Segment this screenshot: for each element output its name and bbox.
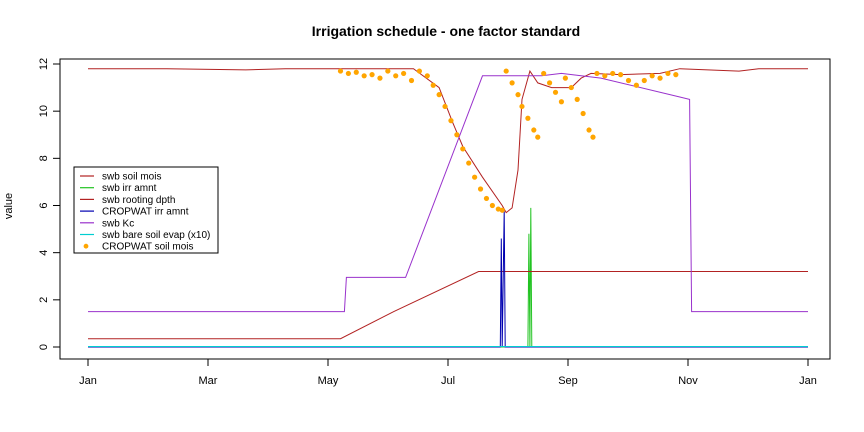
y-tick-label: 12	[38, 58, 50, 70]
data-point	[509, 80, 515, 86]
data-point	[503, 68, 509, 74]
data-point	[574, 96, 580, 102]
data-point	[515, 92, 521, 98]
data-point	[562, 75, 568, 81]
data-point	[401, 70, 407, 77]
y-tick-label: 10	[38, 105, 50, 117]
legend-item: swb soil mois	[80, 172, 161, 183]
legend-marker	[83, 243, 89, 249]
legend-item: swb Kc	[80, 218, 134, 229]
data-point	[649, 73, 655, 79]
series-6-points	[337, 68, 679, 213]
data-point	[673, 72, 679, 78]
x-tick-label: Jul	[441, 375, 455, 387]
chart-title: Irrigation schedule - one factor standar…	[312, 23, 580, 39]
x-tick-label: Nov	[678, 375, 698, 387]
data-point	[625, 77, 632, 84]
y-tick-label: 0	[38, 344, 50, 350]
legend-item: swb rooting dpth	[80, 195, 175, 206]
x-tick-label: May	[318, 375, 339, 387]
data-point	[531, 127, 537, 133]
series-0-line	[88, 68, 808, 214]
legend-item: CROPWAT irr amnt	[80, 207, 189, 218]
y-axis-label: value	[3, 193, 15, 219]
data-point	[495, 206, 501, 212]
x-tick-label: Mar	[199, 375, 218, 387]
data-point	[430, 82, 436, 88]
data-point	[393, 73, 399, 79]
x-tick-label: Jan	[799, 375, 817, 387]
data-point	[489, 202, 495, 209]
legend-label: CROPWAT irr amnt	[102, 207, 189, 218]
data-point	[541, 70, 547, 77]
data-point	[483, 195, 490, 202]
data-point	[408, 77, 415, 84]
data-point	[377, 75, 383, 81]
data-point	[472, 174, 478, 180]
y-axis: 0 2 4 6 8 10 12	[38, 58, 61, 350]
y-tick-label: 6	[38, 202, 50, 208]
data-point	[499, 207, 505, 213]
data-point	[466, 160, 472, 166]
data-point	[580, 110, 586, 117]
data-point	[416, 68, 422, 74]
legend-item: swb irr amnt	[80, 183, 157, 194]
data-point	[633, 82, 639, 88]
legend-item: CROPWAT soil mois	[83, 242, 194, 253]
data-point	[657, 75, 663, 81]
data-point	[602, 73, 608, 79]
legend-item: swb bare soil evap (x10)	[80, 230, 210, 241]
x-axis: Jan Mar May Jul Sep Nov Jan	[79, 358, 817, 387]
data-point	[586, 127, 592, 133]
legend-label: CROPWAT soil mois	[102, 242, 194, 253]
data-point	[519, 103, 525, 110]
data-point	[337, 68, 344, 74]
data-point	[610, 70, 616, 77]
data-point	[345, 70, 351, 77]
y-tick-label: 4	[38, 250, 50, 256]
x-tick-label: Sep	[558, 375, 578, 387]
data-point	[535, 134, 541, 140]
data-point	[436, 92, 442, 98]
data-point	[385, 68, 391, 74]
data-point	[369, 72, 375, 78]
data-point	[424, 73, 430, 79]
data-point	[442, 103, 448, 110]
legend-box	[73, 166, 219, 254]
data-point	[594, 70, 600, 77]
y-tick-label: 8	[38, 155, 50, 161]
legend-label: swb bare soil evap (x10)	[102, 230, 210, 241]
x-tick-label: Jan	[79, 375, 97, 387]
data-point	[558, 99, 565, 105]
legend-label: swb soil mois	[102, 172, 161, 183]
data-point	[525, 115, 531, 121]
legend-label: swb irr amnt	[102, 183, 157, 194]
data-point	[460, 146, 466, 152]
data-point	[618, 72, 624, 78]
data-point	[477, 186, 484, 192]
data-point	[448, 118, 454, 124]
series-layer	[88, 68, 808, 348]
data-point	[552, 89, 559, 95]
legend-label: swb Kc	[102, 218, 134, 229]
series-4-line	[88, 72, 808, 313]
data-point	[546, 80, 553, 86]
data-point	[454, 132, 460, 138]
data-point	[353, 69, 359, 75]
series-2-line	[88, 271, 808, 340]
data-point	[361, 73, 367, 79]
y-tick-label: 2	[38, 297, 50, 303]
data-point	[568, 84, 574, 91]
data-point	[665, 70, 671, 77]
data-point	[641, 77, 647, 84]
data-point	[590, 134, 596, 140]
legend-label: swb rooting dpth	[102, 195, 175, 206]
